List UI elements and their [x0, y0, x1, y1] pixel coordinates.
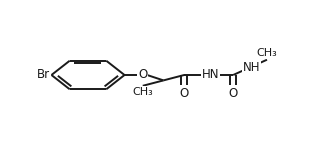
Text: Br: Br: [37, 69, 50, 81]
Text: O: O: [138, 69, 147, 81]
Text: O: O: [180, 87, 189, 100]
Text: HN: HN: [202, 69, 219, 81]
Text: O: O: [228, 87, 238, 100]
Text: NH: NH: [243, 61, 260, 74]
Text: CH₃: CH₃: [257, 48, 277, 58]
Text: CH₃: CH₃: [132, 87, 153, 97]
